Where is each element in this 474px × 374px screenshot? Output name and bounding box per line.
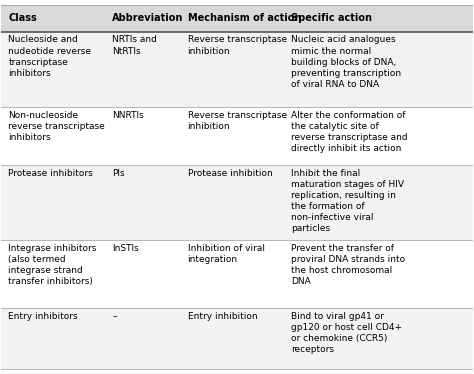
Text: Prevent the transfer of
proviral DNA strands into
the host chromosomal
DNA: Prevent the transfer of proviral DNA str… <box>291 244 405 286</box>
Text: –: – <box>112 312 117 321</box>
Text: InSTIs: InSTIs <box>112 244 139 253</box>
Text: Abbreviation: Abbreviation <box>112 13 183 24</box>
Bar <box>1 107 473 165</box>
Text: Bind to viral gp41 or
gp120 or host cell CD4+
or chemokine (CCR5)
receptors: Bind to viral gp41 or gp120 or host cell… <box>291 312 402 354</box>
Bar <box>1 308 473 369</box>
Text: Specific action: Specific action <box>291 13 372 24</box>
Text: Alter the conformation of
the catalytic site of
reverse transcriptase and
direct: Alter the conformation of the catalytic … <box>291 111 408 153</box>
Text: Integrase inhibitors
(also termed
integrase strand
transfer inhibitors): Integrase inhibitors (also termed integr… <box>9 244 97 286</box>
Text: Protease inhibition: Protease inhibition <box>188 169 272 178</box>
Text: Protease inhibitors: Protease inhibitors <box>9 169 93 178</box>
Text: Class: Class <box>9 13 37 24</box>
Text: Reverse transcriptase
inhibition: Reverse transcriptase inhibition <box>188 36 287 56</box>
Text: NRTIs and
NtRTIs: NRTIs and NtRTIs <box>112 36 157 56</box>
Bar <box>1 5 473 32</box>
Text: Inhibit the final
maturation stages of HIV
replication, resulting in
the formati: Inhibit the final maturation stages of H… <box>291 169 404 233</box>
Text: Non-nucleoside
reverse transcriptase
inhibitors: Non-nucleoside reverse transcriptase inh… <box>9 111 105 142</box>
Bar <box>1 240 473 308</box>
Text: Entry inhibition: Entry inhibition <box>188 312 257 321</box>
Bar <box>1 165 473 240</box>
Text: Inhibition of viral
integration: Inhibition of viral integration <box>188 244 264 264</box>
Text: NNRTIs: NNRTIs <box>112 111 144 120</box>
Text: Nucleic acid analogues
mimic the normal
building blocks of DNA,
preventing trans: Nucleic acid analogues mimic the normal … <box>291 36 401 89</box>
Text: Reverse transcriptase
inhibition: Reverse transcriptase inhibition <box>188 111 287 131</box>
Text: Nucleoside and
nudeotide reverse
transcriptase
inhibitors: Nucleoside and nudeotide reverse transcr… <box>9 36 91 78</box>
Bar <box>1 32 473 107</box>
Text: PIs: PIs <box>112 169 125 178</box>
Text: Entry inhibitors: Entry inhibitors <box>9 312 78 321</box>
Text: Mechanism of action: Mechanism of action <box>188 13 301 24</box>
